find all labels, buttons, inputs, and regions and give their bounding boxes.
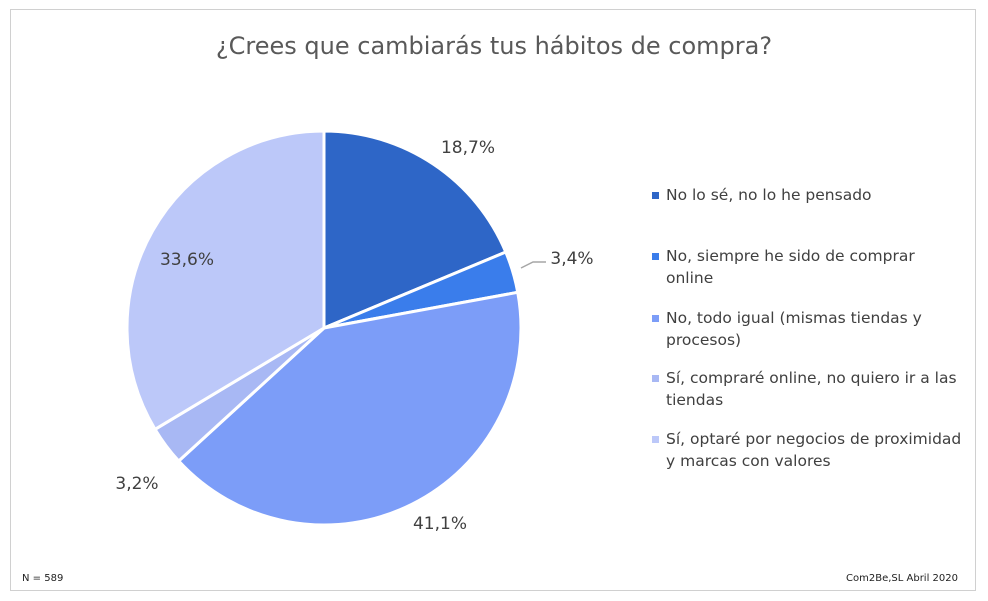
pie-slice xyxy=(322,129,508,331)
chart-title: ¿Crees que cambiarás tus hábitos de comp… xyxy=(215,32,773,60)
data-label: 3,4% xyxy=(550,249,593,269)
legend-swatch xyxy=(652,436,659,443)
sample-size: N = 589 xyxy=(22,573,64,584)
legend-label: Sí, optaré por negocios de proximidad y … xyxy=(666,430,962,470)
chart-frame xyxy=(10,9,976,591)
legend-swatch xyxy=(652,253,659,260)
data-label: 33,6% xyxy=(160,250,214,270)
leader-line xyxy=(520,261,546,269)
legend-label: Sí, compraré online, no quiero ir a las … xyxy=(666,369,957,409)
source-note: Com2Be,SL Abril 2020 xyxy=(846,573,958,584)
data-label: 41,1% xyxy=(413,514,467,534)
legend-swatch xyxy=(652,375,659,382)
pie-slice xyxy=(125,129,326,432)
legend-item: No, todo igual (mismas tiendas y proceso… xyxy=(652,307,966,351)
legend-item: No lo sé, no lo he pensado xyxy=(652,184,966,206)
legend-item: No, siempre he sido de comprar online xyxy=(652,245,966,289)
data-label: 18,7% xyxy=(441,138,495,158)
legend-label: No, siempre he sido de comprar online xyxy=(666,247,915,287)
legend-swatch xyxy=(652,315,659,322)
legend-label: No, todo igual (mismas tiendas y proceso… xyxy=(666,309,922,349)
legend-item: Sí, compraré online, no quiero ir a las … xyxy=(652,367,966,411)
pie-slice xyxy=(176,290,523,527)
legend-swatch xyxy=(652,192,659,199)
legend-item: Sí, optaré por negocios de proximidad y … xyxy=(652,428,966,472)
legend-label: No lo sé, no lo he pensado xyxy=(666,186,872,204)
data-label: 3,2% xyxy=(115,474,158,494)
